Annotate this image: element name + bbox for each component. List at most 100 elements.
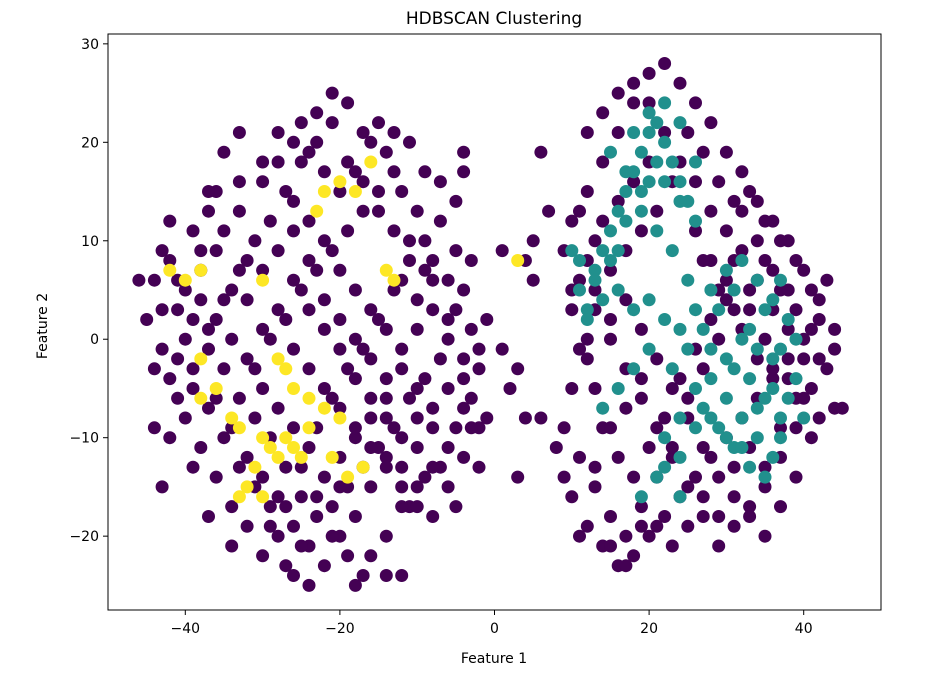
scatter-point: [797, 391, 811, 405]
scatter-point: [449, 421, 463, 435]
scatter-point: [580, 519, 594, 533]
scatter-point: [294, 283, 308, 297]
scatter-point: [418, 372, 432, 386]
scatter-point: [611, 194, 625, 208]
scatter-point: [588, 480, 602, 494]
scatter-point: [719, 293, 733, 307]
x-tick-label: 0: [490, 621, 499, 637]
x-tick-label: −20: [325, 621, 355, 637]
scatter-point: [225, 411, 239, 425]
scatter-point: [155, 244, 169, 258]
scatter-point: [642, 96, 656, 110]
scatter-point: [171, 352, 185, 366]
scatter-point: [418, 263, 432, 277]
scatter-point: [727, 519, 741, 533]
scatter-point: [511, 470, 525, 484]
scatter-point: [797, 352, 811, 366]
scatter-point: [287, 273, 300, 287]
scatter-point: [650, 519, 664, 533]
scatter-point: [256, 490, 270, 504]
scatter-point: [217, 145, 231, 159]
scatter-point: [634, 322, 648, 336]
scatter-point: [689, 155, 702, 169]
scatter-point: [812, 352, 826, 366]
scatter-point: [333, 175, 347, 189]
y-tick-label: 30: [81, 37, 99, 53]
scatter-point: [712, 175, 726, 189]
scatter-point: [766, 362, 780, 376]
scatter-point: [588, 283, 602, 297]
scatter-point: [804, 431, 818, 445]
scatter-point: [774, 342, 787, 356]
scatter-point: [426, 460, 440, 474]
scatter-point: [619, 559, 633, 573]
scatter-point: [325, 244, 339, 258]
scatter-point: [294, 155, 308, 169]
scatter-point: [403, 135, 416, 149]
scatter-point: [634, 490, 648, 504]
scatter-point: [774, 421, 787, 435]
scatter-point: [480, 313, 494, 326]
scatter-point: [302, 578, 316, 592]
scatter-point: [194, 352, 208, 366]
scatter-point: [279, 500, 293, 514]
scatter-point: [604, 313, 617, 326]
scatter-point: [209, 244, 223, 258]
scatter-point: [348, 578, 362, 592]
scatter-point: [186, 382, 200, 395]
scatter-point: [681, 342, 695, 356]
scatter-point: [557, 421, 571, 435]
scatter-point: [364, 135, 378, 149]
scatter-point: [310, 106, 324, 120]
scatter-point: [774, 431, 787, 445]
scatter-point: [287, 342, 300, 356]
scatter-point: [294, 450, 308, 464]
scatter-point: [348, 283, 362, 297]
scatter-point: [750, 234, 764, 248]
scatter-point: [565, 214, 579, 228]
scatter-point: [766, 372, 780, 386]
scatter-point: [781, 283, 795, 297]
scatter-point: [279, 431, 293, 445]
scatter-point: [271, 155, 285, 169]
scatter-point: [132, 273, 146, 287]
scatter-point: [379, 372, 393, 386]
scatter-point: [696, 401, 710, 415]
scatter-point: [271, 126, 285, 139]
scatter-point: [387, 273, 401, 287]
scatter-point: [588, 460, 602, 474]
scatter-point: [642, 66, 656, 80]
scatter-point: [395, 569, 409, 582]
scatter-point: [689, 421, 702, 435]
scatter-point: [719, 391, 733, 405]
scatter-point: [232, 175, 246, 189]
scatter-point: [240, 480, 254, 494]
scatter-point: [611, 283, 625, 297]
plot-points: [132, 57, 849, 592]
scatter-point: [294, 539, 308, 553]
scatter-point: [604, 145, 617, 159]
scatter-point: [820, 273, 834, 287]
scatter-point: [248, 362, 262, 376]
scatter-point: [573, 254, 586, 267]
scatter-point: [812, 293, 826, 307]
scatter-point: [673, 116, 687, 130]
scatter-point: [341, 362, 355, 376]
scatter-point: [804, 382, 818, 395]
scatter-point: [348, 332, 362, 346]
scatter-point: [256, 175, 270, 189]
scatter-point: [225, 539, 239, 553]
scatter-point: [658, 135, 672, 149]
scatter-point: [379, 322, 393, 336]
scatter-point: [186, 362, 200, 376]
scatter-point: [627, 362, 641, 376]
scatter-point: [232, 421, 246, 435]
scatter-point: [611, 244, 625, 258]
scatter-point: [341, 549, 355, 563]
y-tick-label: 20: [81, 135, 99, 151]
scatter-point: [658, 460, 672, 474]
scatter-point: [658, 411, 672, 425]
scatter-point: [673, 372, 687, 386]
scatter-point: [565, 382, 579, 395]
